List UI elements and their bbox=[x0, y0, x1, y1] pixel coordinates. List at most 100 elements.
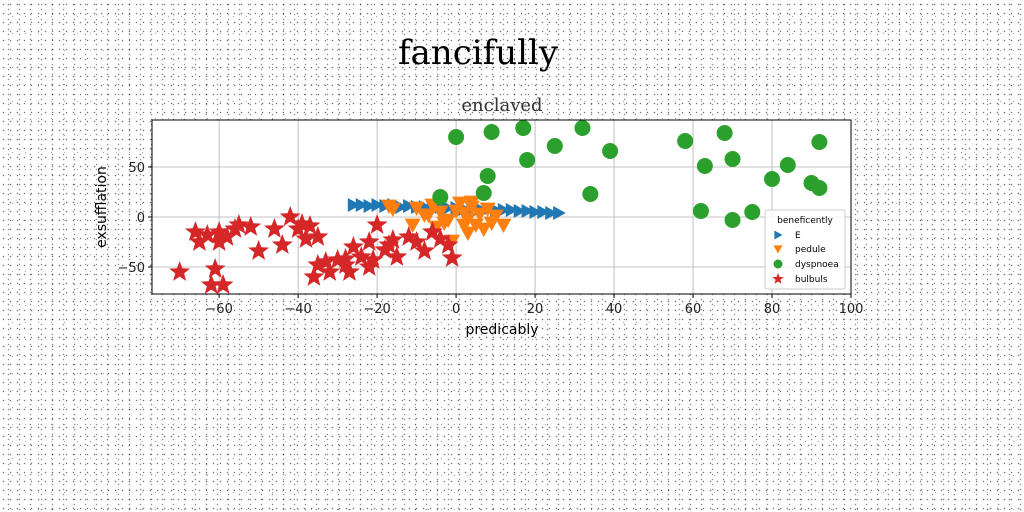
data-point bbox=[432, 189, 449, 205]
data-point bbox=[403, 199, 416, 213]
y-axis-ticks: −50 0 50 bbox=[118, 161, 152, 276]
data-point bbox=[442, 201, 456, 215]
data-point bbox=[263, 218, 285, 238]
data-point bbox=[366, 214, 388, 234]
data-points bbox=[169, 120, 828, 294]
x-tick-label: 60 bbox=[685, 302, 702, 317]
data-point bbox=[471, 207, 488, 222]
data-point bbox=[546, 138, 563, 154]
x-axis-ticks: −60 −40 −20 0 20 40 60 80 100 bbox=[205, 294, 863, 317]
data-point bbox=[463, 195, 480, 210]
data-point bbox=[335, 254, 356, 274]
data-point bbox=[398, 226, 420, 246]
legend-marker-shape bbox=[774, 230, 783, 240]
data-point bbox=[240, 216, 262, 236]
plot-frame bbox=[151, 119, 852, 295]
x-tick-label: 0 bbox=[452, 302, 460, 317]
data-point bbox=[483, 124, 500, 140]
data-point bbox=[487, 209, 504, 224]
data-point bbox=[307, 226, 329, 246]
legend-marker-bulbuls bbox=[772, 273, 784, 284]
data-point bbox=[574, 120, 591, 136]
legend-entry-pedule: pedule bbox=[773, 245, 826, 255]
data-point bbox=[208, 231, 230, 251]
data-point bbox=[421, 221, 443, 241]
data-point bbox=[204, 258, 226, 278]
data-point bbox=[519, 152, 536, 168]
data-point bbox=[315, 251, 337, 271]
data-point bbox=[279, 206, 301, 226]
data-point bbox=[335, 248, 356, 268]
figure-title: fancifully bbox=[398, 33, 559, 73]
data-point bbox=[513, 204, 527, 218]
legend: beneficently E pedule dyspnoea bulbuls bbox=[764, 209, 846, 290]
data-point bbox=[441, 247, 463, 267]
data-point bbox=[414, 240, 435, 260]
x-tick-label: −60 bbox=[205, 302, 232, 317]
data-point bbox=[716, 125, 733, 141]
legend-marker-e bbox=[774, 230, 783, 240]
legend-label-pedule: pedule bbox=[795, 245, 826, 255]
x-tick-label: 80 bbox=[764, 302, 781, 317]
data-point bbox=[404, 218, 421, 233]
data-point bbox=[408, 201, 425, 216]
data-point bbox=[545, 206, 558, 220]
data-point bbox=[505, 203, 519, 217]
axes-title: enclaved bbox=[461, 95, 542, 116]
legend-marker-shape bbox=[772, 273, 784, 284]
data-point bbox=[271, 234, 293, 254]
data-point bbox=[386, 246, 408, 266]
data-point bbox=[355, 198, 369, 212]
plot-area bbox=[151, 119, 852, 295]
data-point bbox=[358, 231, 380, 251]
data-point bbox=[406, 231, 428, 251]
data-point bbox=[537, 205, 550, 219]
legend-entry-dyspnoea: dyspnoea bbox=[773, 259, 839, 270]
data-point bbox=[475, 222, 492, 237]
data-point bbox=[429, 228, 451, 248]
data-point bbox=[479, 202, 496, 217]
data-point bbox=[779, 157, 796, 173]
data-point bbox=[553, 206, 566, 220]
legend-entry-e: E bbox=[774, 230, 801, 241]
x-tick-label: 100 bbox=[839, 302, 864, 317]
series-bulbuls bbox=[169, 206, 463, 294]
data-point bbox=[371, 198, 385, 212]
x-axis-label: predicably bbox=[465, 322, 538, 338]
data-point bbox=[295, 228, 317, 248]
legend-label-bulbuls: bulbuls bbox=[795, 275, 828, 285]
series-dyspnoea bbox=[432, 120, 828, 228]
data-point bbox=[362, 249, 384, 269]
y-tick-label: −50 bbox=[118, 261, 145, 276]
data-point bbox=[216, 226, 238, 246]
data-point bbox=[452, 196, 469, 211]
legend-label-e: E bbox=[795, 231, 801, 241]
data-point bbox=[382, 229, 404, 249]
data-point bbox=[347, 198, 361, 212]
legend-entry-bulbuls: bulbuls bbox=[772, 273, 828, 285]
legend-label-dyspnoea: dyspnoea bbox=[795, 260, 839, 270]
x-tick-label: −40 bbox=[284, 302, 311, 317]
data-point bbox=[319, 261, 341, 281]
data-point bbox=[811, 180, 828, 196]
data-point bbox=[420, 208, 437, 223]
data-point bbox=[350, 246, 372, 266]
x-tick-label: 40 bbox=[606, 302, 623, 317]
legend-marker-pedule bbox=[773, 245, 783, 254]
data-point bbox=[339, 261, 360, 281]
data-point bbox=[212, 274, 234, 294]
y-tick-label: 50 bbox=[128, 161, 145, 176]
data-point bbox=[724, 151, 741, 167]
data-point bbox=[363, 199, 377, 213]
legend-marker-shape bbox=[773, 259, 783, 269]
data-point bbox=[327, 249, 349, 269]
data-point bbox=[744, 204, 761, 220]
data-point bbox=[811, 134, 828, 150]
data-point bbox=[432, 205, 449, 220]
data-point bbox=[467, 218, 484, 233]
data-point bbox=[188, 231, 210, 251]
data-point bbox=[455, 218, 472, 233]
data-point bbox=[208, 221, 230, 241]
data-point bbox=[475, 185, 492, 201]
data-point bbox=[724, 212, 741, 228]
